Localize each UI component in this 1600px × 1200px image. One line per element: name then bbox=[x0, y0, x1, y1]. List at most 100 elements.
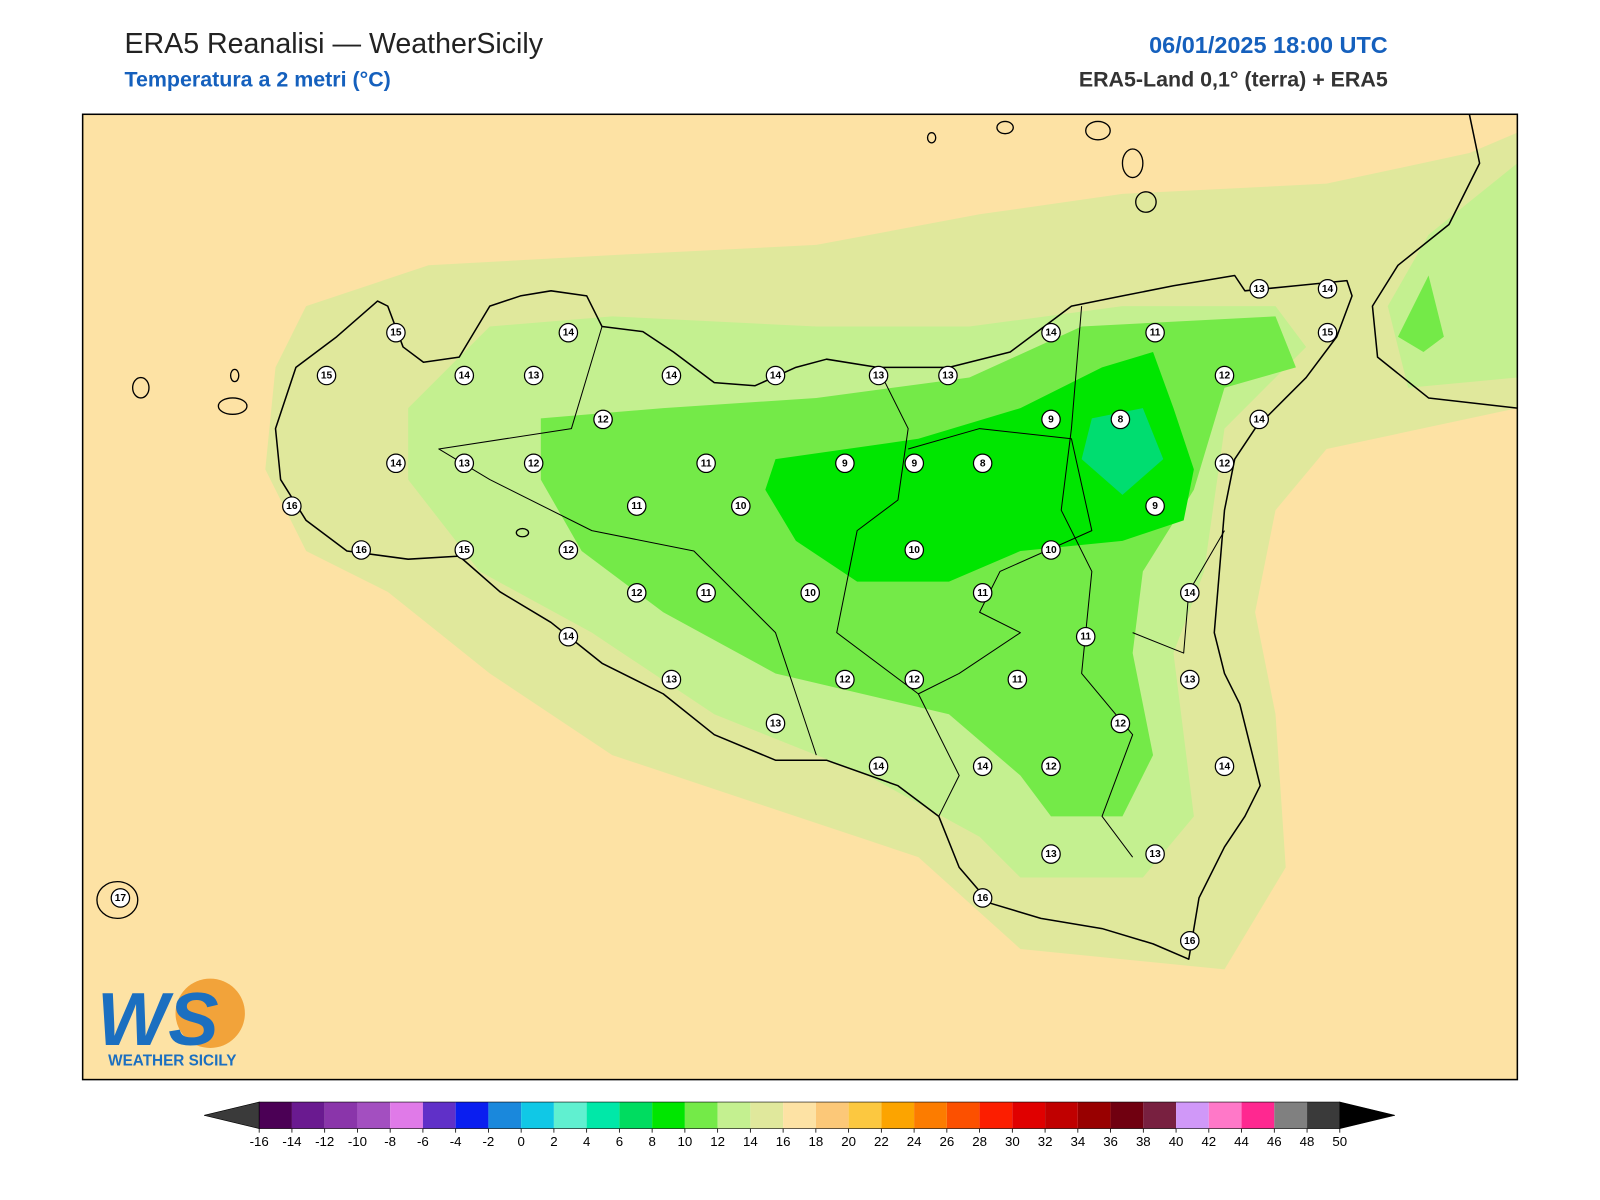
station-marker bbox=[1041, 756, 1061, 777]
station-marker bbox=[1317, 322, 1338, 343]
station-value: 14 bbox=[1184, 588, 1196, 599]
islands bbox=[96, 120, 1157, 920]
station-marker bbox=[1145, 844, 1165, 864]
station-marker bbox=[454, 365, 475, 386]
colorbar-tick-label: 30 bbox=[1005, 1134, 1020, 1149]
station-marker bbox=[593, 409, 613, 430]
station-marker bbox=[558, 540, 579, 560]
station-marker bbox=[1180, 583, 1200, 603]
colorbar-tick-label: 6 bbox=[616, 1134, 623, 1149]
station-value: 11 bbox=[701, 458, 712, 469]
colorbar-segment bbox=[291, 1102, 325, 1129]
station-marker bbox=[1110, 713, 1131, 734]
logo-sun bbox=[175, 978, 245, 1048]
station-marker bbox=[731, 496, 751, 516]
colorbar-segment bbox=[1307, 1102, 1340, 1129]
colorbar-segment bbox=[455, 1102, 489, 1129]
station-value: 13 bbox=[770, 718, 782, 729]
station-value: 10 bbox=[805, 588, 817, 599]
station-value: 14 bbox=[873, 761, 885, 772]
station-marker bbox=[1041, 844, 1061, 864]
station-marker bbox=[316, 365, 337, 386]
colorbar-tick-label: -10 bbox=[348, 1134, 367, 1149]
station-marker bbox=[972, 453, 993, 474]
station-marker bbox=[938, 365, 958, 386]
colorbar-tick-label: 0 bbox=[517, 1134, 524, 1149]
colorbar-tick-label: -8 bbox=[384, 1134, 396, 1149]
colorbar-tick-label: 26 bbox=[939, 1134, 954, 1149]
station-marker bbox=[454, 453, 475, 474]
colorbar-segment bbox=[259, 1102, 292, 1129]
colorbar-tick-label: -12 bbox=[315, 1134, 334, 1149]
province-border bbox=[908, 428, 1093, 695]
colorbar-segment bbox=[1110, 1102, 1144, 1129]
station-value: 13 bbox=[528, 371, 540, 382]
station-value: 13 bbox=[1045, 849, 1057, 860]
calabria-coast bbox=[1371, 114, 1518, 409]
colorbar-tick-label: 46 bbox=[1267, 1134, 1282, 1149]
station-marker bbox=[800, 583, 821, 603]
colorbar: -16 -14 -12 -10 -8 -6 -4 -2 0 2 4 6 8 10 12 14 16 18 20 22 2… bbox=[204, 1101, 1395, 1149]
station-marker bbox=[1075, 626, 1096, 647]
station-value: 8 bbox=[1118, 414, 1124, 425]
station-marker bbox=[972, 756, 993, 777]
station-marker bbox=[868, 756, 889, 777]
province-border bbox=[1060, 306, 1134, 858]
colorbar-tick-label: 4 bbox=[583, 1134, 590, 1149]
station-value: 9 bbox=[1152, 501, 1158, 512]
colorbar-segment bbox=[324, 1102, 358, 1129]
colorbar-segment bbox=[586, 1102, 620, 1129]
colorbar-tick-label: 18 bbox=[808, 1134, 823, 1149]
stations: 15 14 15 14 13 14 14 13 13 14 11 13 14 15 12 12 9 8 14 14 13… bbox=[110, 278, 1338, 951]
station-marker bbox=[386, 453, 406, 474]
station-value: 13 bbox=[1149, 849, 1161, 860]
station-value: 13 bbox=[1254, 284, 1266, 295]
colorbar-tick-label: 36 bbox=[1103, 1134, 1118, 1149]
station-value: 15 bbox=[321, 371, 333, 382]
colorbar-segment bbox=[1077, 1102, 1111, 1129]
colorbar-segment bbox=[946, 1102, 980, 1129]
colorbar-tick-label: 20 bbox=[841, 1134, 856, 1149]
station-value: 12 bbox=[631, 588, 643, 599]
logo-mark: WS bbox=[97, 978, 219, 1062]
station-value: 14 bbox=[390, 458, 402, 469]
station-marker bbox=[904, 540, 925, 560]
colorbar-segment bbox=[684, 1102, 718, 1129]
station-marker bbox=[904, 453, 925, 474]
station-value: 10 bbox=[909, 545, 921, 556]
station-value: 12 bbox=[909, 675, 921, 686]
station-marker bbox=[1317, 278, 1338, 299]
colorbar-tick-label: -2 bbox=[483, 1134, 495, 1149]
station-value: 12 bbox=[1115, 718, 1127, 729]
station-marker bbox=[835, 453, 855, 474]
temp-zone bbox=[1397, 275, 1444, 353]
station-marker bbox=[1249, 409, 1269, 430]
colorbar-segment bbox=[1143, 1102, 1177, 1129]
coastline bbox=[274, 274, 1353, 960]
station-value: 10 bbox=[735, 501, 747, 512]
colorbar-segment bbox=[488, 1102, 522, 1129]
colorbar-segment bbox=[815, 1102, 849, 1129]
colorbar-segment bbox=[914, 1102, 947, 1129]
station-value: 14 bbox=[1045, 328, 1057, 339]
station-value: 14 bbox=[459, 371, 471, 382]
station-marker bbox=[558, 322, 579, 343]
station-marker bbox=[1249, 278, 1269, 299]
station-marker bbox=[626, 496, 647, 516]
station-value: 14 bbox=[770, 371, 782, 382]
station-value: 16 bbox=[977, 893, 989, 904]
station-value: 9 bbox=[911, 458, 917, 469]
map-area: 15 14 15 14 13 14 14 13 13 14 11 13 14 15 12 12 9 8 14 14 13… bbox=[82, 114, 1518, 1080]
colorbar-tick-label: 8 bbox=[648, 1134, 655, 1149]
station-value: 12 bbox=[597, 414, 609, 425]
colorbar-segment bbox=[1012, 1102, 1046, 1129]
station-marker bbox=[523, 453, 544, 474]
colorbar-tick-label: 34 bbox=[1070, 1134, 1085, 1149]
colorbar-segment bbox=[979, 1102, 1013, 1129]
station-value: 13 bbox=[459, 458, 471, 469]
station-value: 12 bbox=[1219, 371, 1231, 382]
station-value: 14 bbox=[1254, 414, 1266, 425]
station-marker bbox=[558, 626, 579, 647]
